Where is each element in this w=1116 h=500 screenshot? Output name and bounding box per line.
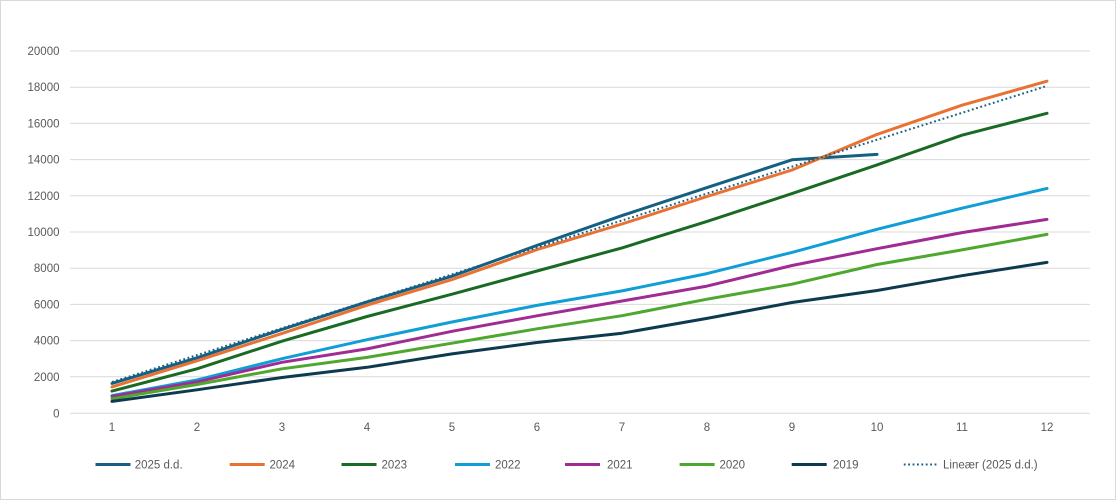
svg-text:2024: 2024 [270, 460, 296, 472]
svg-text:2025 d.d.: 2025 d.d. [135, 460, 183, 472]
svg-text:16000: 16000 [28, 118, 60, 130]
svg-text:7: 7 [619, 422, 625, 434]
svg-text:10000: 10000 [28, 227, 60, 239]
svg-text:1: 1 [109, 422, 115, 434]
svg-text:12000: 12000 [28, 191, 60, 203]
svg-text:2: 2 [194, 422, 200, 434]
svg-text:8: 8 [704, 422, 710, 434]
svg-text:8000: 8000 [34, 263, 60, 275]
svg-text:3: 3 [279, 422, 285, 434]
svg-text:2019: 2019 [833, 460, 859, 472]
svg-text:14000: 14000 [28, 155, 60, 167]
svg-text:10: 10 [871, 422, 884, 434]
svg-text:18000: 18000 [28, 82, 60, 94]
svg-text:12: 12 [1041, 422, 1054, 434]
svg-text:2023: 2023 [382, 460, 408, 472]
svg-text:6: 6 [534, 422, 540, 434]
svg-text:6000: 6000 [34, 299, 60, 311]
svg-text:11: 11 [956, 422, 968, 434]
svg-text:2020: 2020 [720, 460, 746, 472]
svg-text:4000: 4000 [34, 336, 60, 348]
svg-text:9: 9 [789, 422, 795, 434]
svg-text:2021: 2021 [607, 460, 633, 472]
svg-text:Lineær (2025 d.d.): Lineær (2025 d.d.) [943, 460, 1038, 472]
svg-text:2000: 2000 [34, 372, 60, 384]
svg-text:2022: 2022 [495, 460, 521, 472]
svg-text:5: 5 [449, 422, 455, 434]
svg-text:20000: 20000 [28, 46, 60, 58]
svg-text:0: 0 [53, 408, 59, 420]
svg-text:4: 4 [364, 422, 371, 434]
